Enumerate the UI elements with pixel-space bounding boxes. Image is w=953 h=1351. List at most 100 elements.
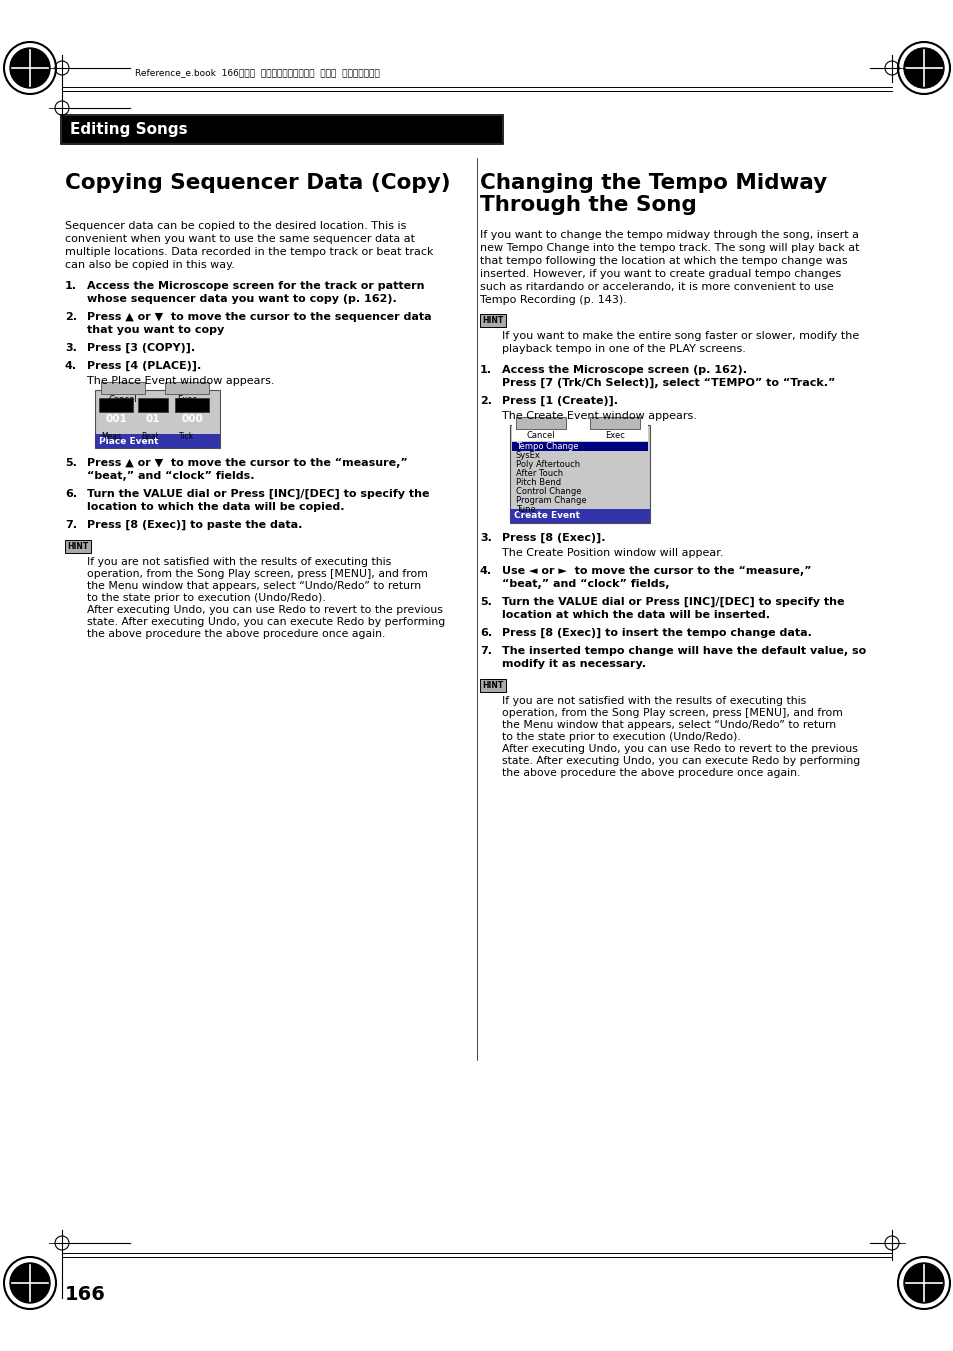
Text: Press [7 (Trk/Ch Select)], select “TEMPO” to “Track.”: Press [7 (Trk/Ch Select)], select “TEMPO… — [501, 378, 835, 388]
Text: location to which the data will be copied.: location to which the data will be copie… — [87, 503, 344, 512]
Text: Control Change: Control Change — [516, 486, 581, 496]
Text: The inserted tempo change will have the default value, so: The inserted tempo change will have the … — [501, 646, 865, 657]
Text: SysEx: SysEx — [516, 451, 540, 459]
Text: 6.: 6. — [479, 628, 492, 638]
Bar — [101, 382, 145, 394]
Text: Tempo Recording (p. 143).: Tempo Recording (p. 143). — [479, 295, 626, 305]
Text: the Menu window that appears, select “Undo/Redo” to return: the Menu window that appears, select “Un… — [501, 720, 835, 730]
Text: If you want to make the entire song faster or slower, modify the: If you want to make the entire song fast… — [501, 331, 859, 340]
Bar — [99, 399, 132, 412]
Text: multiple locations. Data recorded in the tempo track or beat track: multiple locations. Data recorded in the… — [65, 247, 433, 257]
Text: Meas: Meas — [101, 432, 121, 440]
Text: 6.: 6. — [65, 489, 77, 499]
Text: Through the Song: Through the Song — [479, 195, 696, 215]
Text: Access the Microscope screen (p. 162).: Access the Microscope screen (p. 162). — [501, 365, 746, 376]
Text: If you are not satisfied with the results of executing this: If you are not satisfied with the result… — [87, 557, 391, 567]
Circle shape — [10, 1263, 50, 1302]
Text: If you want to change the tempo midway through the song, insert a: If you want to change the tempo midway t… — [479, 230, 858, 240]
Text: Use ◄ or ►  to move the cursor to the “measure,”: Use ◄ or ► to move the cursor to the “me… — [501, 566, 811, 576]
Text: After executing Undo, you can use Redo to revert to the previous: After executing Undo, you can use Redo t… — [87, 605, 442, 615]
Bar — [479, 313, 505, 327]
Text: 4.: 4. — [479, 566, 492, 576]
Text: the Menu window that appears, select “Undo/Redo” to return: the Menu window that appears, select “Un… — [87, 581, 420, 590]
Text: 3.: 3. — [479, 534, 492, 543]
Text: HINT: HINT — [482, 316, 503, 326]
Text: 000: 000 — [181, 413, 203, 424]
Text: 2.: 2. — [479, 396, 492, 407]
Text: HINT: HINT — [482, 681, 503, 690]
Circle shape — [10, 49, 50, 88]
Text: state. After executing Undo, you can execute Redo by performing: state. After executing Undo, you can exe… — [501, 757, 860, 766]
Text: HINT: HINT — [68, 542, 89, 551]
Text: 3.: 3. — [65, 343, 77, 353]
Text: Press [3 (COPY)].: Press [3 (COPY)]. — [87, 343, 195, 353]
Text: 7.: 7. — [479, 646, 492, 657]
Text: Press [4 (PLACE)].: Press [4 (PLACE)]. — [87, 361, 201, 372]
Bar — [510, 509, 649, 523]
Text: the above procedure the above procedure once again.: the above procedure the above procedure … — [87, 630, 385, 639]
Text: convenient when you want to use the same sequencer data at: convenient when you want to use the same… — [65, 234, 415, 245]
Text: inserted. However, if you want to create gradual tempo changes: inserted. However, if you want to create… — [479, 269, 841, 280]
Text: Exec: Exec — [177, 396, 196, 404]
Text: After executing Undo, you can use Redo to revert to the previous: After executing Undo, you can use Redo t… — [501, 744, 857, 754]
Bar — [95, 434, 220, 449]
Text: Reference_e.book  166ページ  ２００３年７月１４日  月曜日  午後３時２５分: Reference_e.book 166ページ ２００３年７月１４日 月曜日 午… — [135, 69, 379, 77]
Text: Press [8 (Exec)].: Press [8 (Exec)]. — [501, 534, 605, 543]
Text: 5.: 5. — [65, 458, 77, 467]
Bar — [165, 382, 209, 394]
Text: such as ritardando or accelerando, it is more convenient to use: such as ritardando or accelerando, it is… — [479, 282, 833, 292]
Text: Program Change: Program Change — [516, 496, 586, 505]
Circle shape — [903, 1263, 943, 1302]
Text: 1.: 1. — [479, 365, 492, 376]
Text: Beat: Beat — [141, 432, 158, 440]
Text: Sequencer data can be copied to the desired location. This is: Sequencer data can be copied to the desi… — [65, 222, 406, 231]
Text: 2.: 2. — [65, 312, 77, 322]
Text: Cancel: Cancel — [526, 431, 555, 439]
Text: new Tempo Change into the tempo track. The song will play back at: new Tempo Change into the tempo track. T… — [479, 243, 859, 253]
Text: 001: 001 — [105, 413, 127, 424]
Text: The Create Position window will appear.: The Create Position window will appear. — [501, 549, 722, 558]
Bar — [510, 426, 649, 523]
Text: 5.: 5. — [479, 597, 492, 607]
Bar — [65, 540, 91, 553]
Text: Access the Microscope screen for the track or pattern: Access the Microscope screen for the tra… — [87, 281, 424, 290]
Text: Create Event: Create Event — [514, 512, 579, 520]
Text: Press [1 (Create)].: Press [1 (Create)]. — [501, 396, 618, 407]
Text: 166: 166 — [65, 1286, 106, 1305]
Text: playback tempo in one of the PLAY screens.: playback tempo in one of the PLAY screen… — [501, 345, 745, 354]
Text: the above procedure the above procedure once again.: the above procedure the above procedure … — [501, 767, 800, 778]
Text: that you want to copy: that you want to copy — [87, 326, 224, 335]
Text: to the state prior to execution (Undo/Redo).: to the state prior to execution (Undo/Re… — [501, 732, 740, 742]
Bar — [479, 680, 505, 692]
Text: Pitch Bend: Pitch Bend — [516, 478, 560, 486]
Circle shape — [903, 49, 943, 88]
Text: Tune: Tune — [516, 505, 536, 513]
Bar — [512, 442, 647, 451]
Text: location at which the data will be inserted.: location at which the data will be inser… — [501, 611, 769, 620]
Text: 01: 01 — [146, 413, 160, 424]
Bar — [62, 116, 501, 143]
Text: 1.: 1. — [65, 281, 77, 290]
Text: Editing Songs: Editing Songs — [70, 122, 188, 136]
Text: state. After executing Undo, you can execute Redo by performing: state. After executing Undo, you can exe… — [87, 617, 445, 627]
Text: The Place Event window appears.: The Place Event window appears. — [87, 376, 274, 386]
Bar — [61, 115, 502, 145]
Text: The Create Event window appears.: The Create Event window appears. — [501, 411, 696, 422]
Bar — [516, 417, 565, 430]
Text: operation, from the Song Play screen, press [MENU], and from: operation, from the Song Play screen, pr… — [87, 569, 428, 580]
Text: Turn the VALUE dial or Press [INC]/[DEC] to specify the: Turn the VALUE dial or Press [INC]/[DEC]… — [87, 489, 429, 500]
Text: 4.: 4. — [65, 361, 77, 372]
Text: Tick: Tick — [179, 432, 194, 440]
Bar — [174, 399, 209, 412]
Text: Press ▲ or ▼  to move the cursor to the sequencer data: Press ▲ or ▼ to move the cursor to the s… — [87, 312, 431, 322]
Text: Press [8 (Exec)] to insert the tempo change data.: Press [8 (Exec)] to insert the tempo cha… — [501, 628, 811, 638]
Text: 7.: 7. — [65, 520, 77, 530]
Text: whose sequencer data you want to copy (p. 162).: whose sequencer data you want to copy (p… — [87, 295, 396, 304]
Text: that tempo following the location at which the tempo change was: that tempo following the location at whi… — [479, 255, 846, 266]
Text: Place Event: Place Event — [99, 436, 158, 446]
Bar — [95, 390, 220, 449]
Text: “beat,” and “clock” fields.: “beat,” and “clock” fields. — [87, 471, 254, 481]
Text: operation, from the Song Play screen, press [MENU], and from: operation, from the Song Play screen, pr… — [501, 708, 842, 717]
Text: Copying Sequencer Data (Copy): Copying Sequencer Data (Copy) — [65, 173, 450, 193]
Text: modify it as necessary.: modify it as necessary. — [501, 659, 645, 669]
